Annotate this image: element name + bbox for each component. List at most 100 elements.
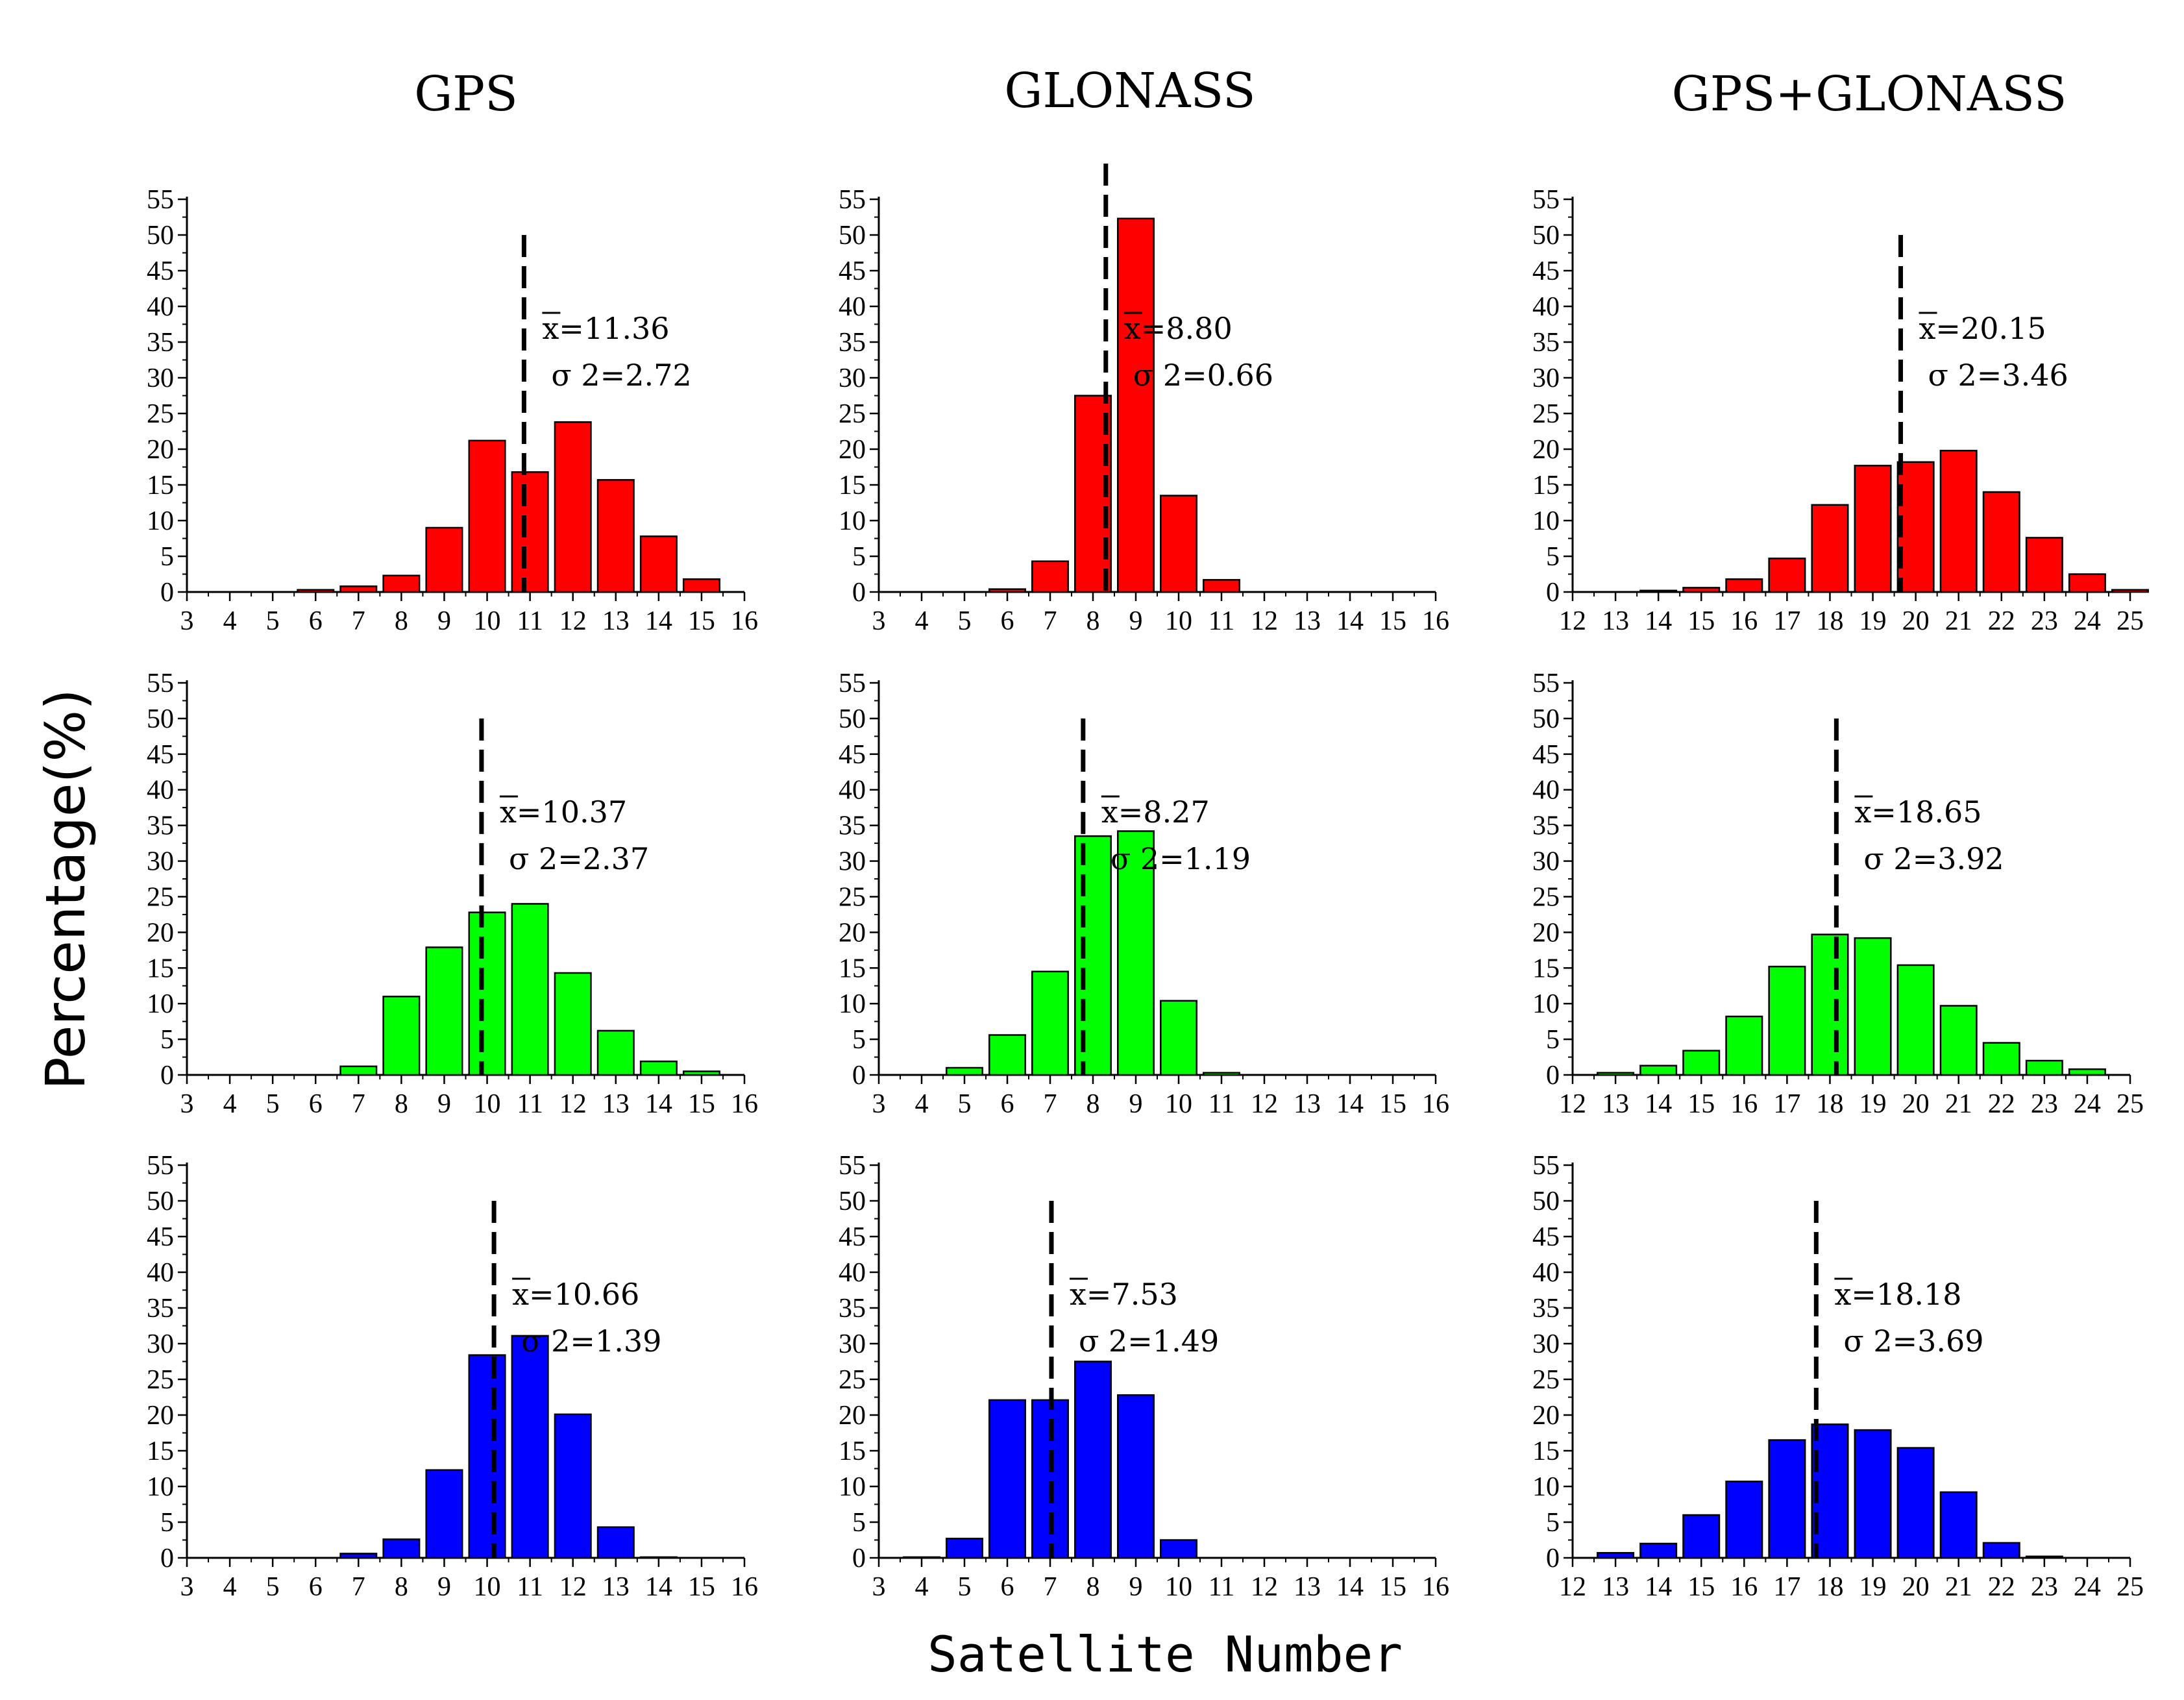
bar <box>1682 1514 1721 1559</box>
bar <box>511 903 549 1076</box>
y-tick-label: 25 <box>839 1365 866 1395</box>
bar <box>1031 970 1069 1076</box>
x-tick-label: 18 <box>1816 606 1843 636</box>
y-tick-label: 10 <box>1532 1472 1560 1502</box>
x-tick-label: 18 <box>1816 1089 1843 1119</box>
bar <box>468 1354 506 1559</box>
y-tick-label: 40 <box>839 292 866 322</box>
y-tick-label: 55 <box>147 185 174 215</box>
bar <box>988 1399 1026 1559</box>
y-tick-label: 10 <box>1532 989 1560 1019</box>
y-tick-label: 55 <box>839 185 866 215</box>
bar <box>511 1335 549 1559</box>
variance-annotation: σ 2=3.92 <box>1863 841 2004 876</box>
x-tick-label: 7 <box>352 1089 365 1119</box>
bar <box>1768 1439 1806 1559</box>
bar <box>468 911 506 1076</box>
x-tick-label: 15 <box>1379 1089 1406 1119</box>
bar <box>1811 933 1849 1076</box>
y-tick-label: 25 <box>1532 1365 1560 1395</box>
x-tick-label: 5 <box>958 1572 972 1602</box>
y-tick-label: 20 <box>839 435 866 465</box>
x-tick-label: 14 <box>1645 1572 1672 1602</box>
x-tick-label: 22 <box>1988 1572 2015 1602</box>
bar <box>2068 573 2106 593</box>
x-tick-label: 24 <box>2074 1089 2101 1119</box>
x-tick-label: 20 <box>1902 1089 1930 1119</box>
bar <box>2111 589 2150 593</box>
bar <box>339 1553 378 1559</box>
bar <box>1725 1015 1763 1076</box>
y-tick-label: 35 <box>147 811 174 841</box>
x-tick-label: 6 <box>1001 1089 1014 1119</box>
y-tick-label: 30 <box>1532 1329 1560 1359</box>
y-tick-label: 25 <box>839 399 866 429</box>
y-tick-label: 35 <box>1532 811 1560 841</box>
x-tick-label: 4 <box>223 1089 237 1119</box>
bar <box>2068 1068 2106 1076</box>
x-tick-label: 14 <box>1645 606 1672 636</box>
bar <box>1160 1000 1197 1076</box>
mean-annotation: x=18.18 <box>1834 1277 1961 1312</box>
x-tick-label: 22 <box>1988 606 2015 636</box>
x-tick-label: 13 <box>1294 606 1321 636</box>
x-tick-label: 5 <box>958 1089 972 1119</box>
bar <box>1725 578 1763 593</box>
y-tick-label: 5 <box>852 1508 866 1538</box>
x-tick-label: 21 <box>1945 1572 1972 1602</box>
mean-annotation: x=11.36 <box>542 311 669 346</box>
bar <box>382 574 421 593</box>
y-tick-label: 45 <box>147 256 174 286</box>
bar <box>1896 461 1935 593</box>
x-tick-label: 19 <box>1859 606 1887 636</box>
mean-annotation: x=18.65 <box>1854 795 1982 830</box>
y-tick-label: 45 <box>1532 256 1560 286</box>
y-tick-label: 30 <box>1532 847 1560 877</box>
bar <box>639 535 678 593</box>
y-tick-label: 15 <box>1532 954 1560 983</box>
y-tick-label: 55 <box>147 1151 174 1181</box>
bar <box>596 1029 635 1076</box>
y-tick-label: 5 <box>1546 542 1560 572</box>
x-tick-label: 25 <box>2117 606 2144 636</box>
bar <box>2025 1059 2063 1076</box>
bar <box>639 1060 678 1076</box>
y-tick-label: 40 <box>1532 292 1560 322</box>
y-tick-label: 20 <box>147 918 174 948</box>
bar <box>1117 1394 1155 1559</box>
y-tick-label: 15 <box>147 1436 174 1466</box>
bar <box>988 1034 1026 1076</box>
x-tick-label: 6 <box>309 1089 323 1119</box>
y-tick-label: 20 <box>147 1401 174 1431</box>
bar <box>1682 587 1721 593</box>
y-tick-label: 10 <box>1532 506 1560 536</box>
bar <box>1117 217 1155 593</box>
x-tick-label: 13 <box>602 1572 630 1602</box>
y-tick-label: 55 <box>1532 1151 1560 1181</box>
y-tick-label: 5 <box>1546 1508 1560 1538</box>
x-tick-label: 3 <box>872 1572 886 1602</box>
bar <box>946 1538 983 1559</box>
y-tick-label: 15 <box>1532 471 1560 500</box>
x-tick-label: 5 <box>266 606 280 636</box>
x-tick-label: 8 <box>1086 606 1100 636</box>
x-tick-label: 9 <box>437 606 451 636</box>
x-tick-label: 12 <box>1559 1572 1586 1602</box>
y-tick-label: 50 <box>1532 221 1560 251</box>
bar <box>425 946 463 1076</box>
x-tick-label: 25 <box>2117 1572 2144 1602</box>
y-tick-label: 35 <box>1532 1294 1560 1324</box>
y-tick-label: 25 <box>839 882 866 912</box>
y-tick-label: 40 <box>147 292 174 322</box>
x-tick-label: 16 <box>731 606 758 636</box>
x-tick-label: 3 <box>180 1572 194 1602</box>
x-tick-label: 3 <box>872 1089 886 1119</box>
x-tick-label: 7 <box>1044 1572 1057 1602</box>
mean-annotation: x=8.80 <box>1124 311 1233 346</box>
y-tick-label: 25 <box>147 882 174 912</box>
y-tick-label: 35 <box>839 1294 866 1324</box>
x-tick-label: 7 <box>352 606 365 636</box>
